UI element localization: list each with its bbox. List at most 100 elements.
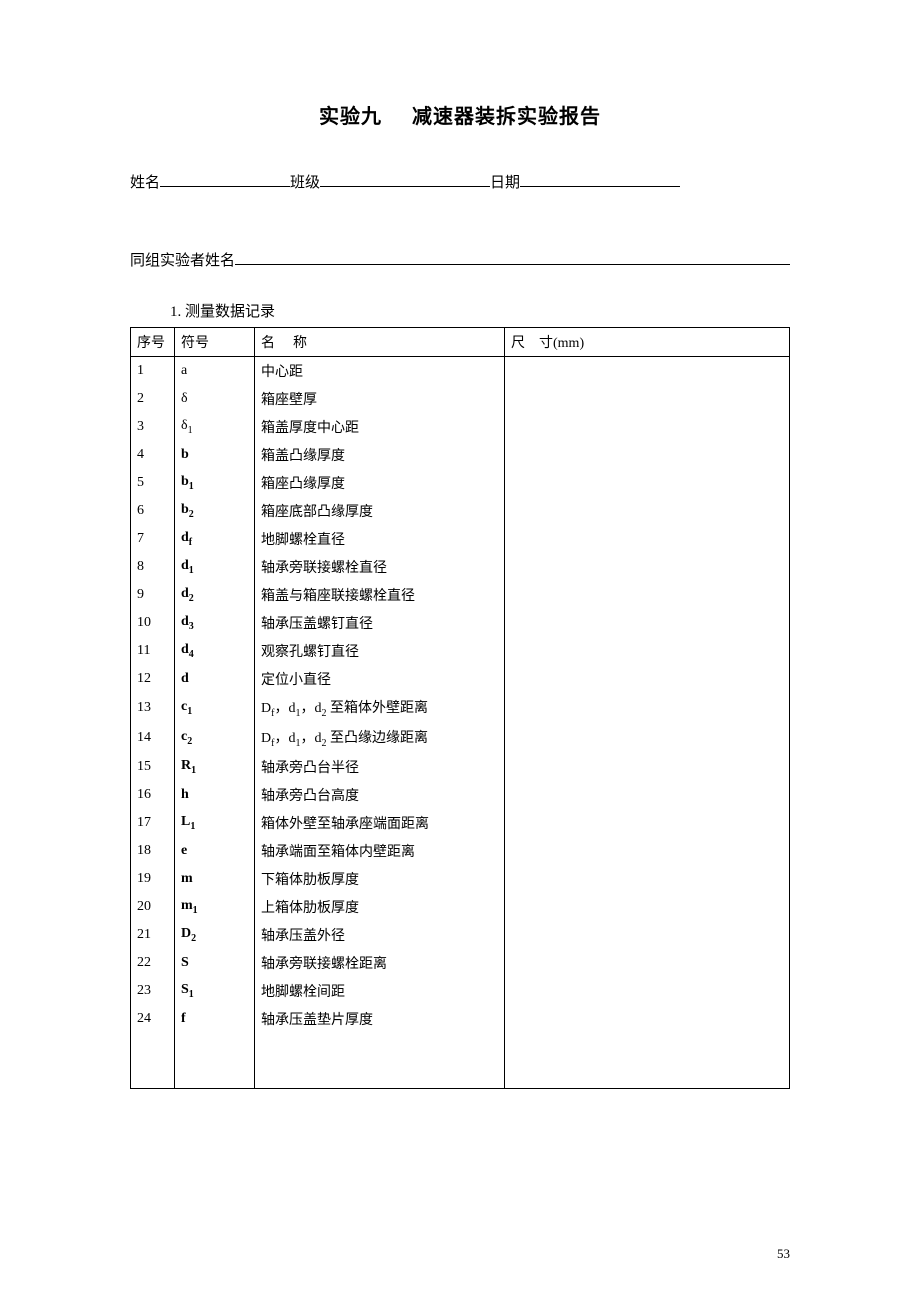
cell-dimension [505,665,790,693]
cell-symbol: b [175,441,255,469]
cell-dimension [505,637,790,665]
cell-name: 箱座底部凸缘厚度 [255,497,505,525]
label-group: 同组实验者姓名 [130,249,235,270]
table-row: 20m1上箱体肋板厚度 [131,893,790,921]
section-heading: 1. 测量数据记录 [170,300,790,321]
cell-dimension [505,865,790,893]
cell-dimension [505,837,790,865]
header-dimension: 尺寸(mm) [505,328,790,357]
cell-seq: 21 [131,921,175,949]
label-date: 日期 [490,171,520,192]
cell-seq: 13 [131,693,175,723]
measurement-table: 序号 符号 名称 尺寸(mm) 1a中心距2δ箱座壁厚3δ1箱盖厚度中心距4b箱… [130,327,790,1089]
table-row: 23S1地脚螺栓间距 [131,977,790,1005]
title-prefix: 实验九 [319,106,382,128]
cell-symbol: δ [175,385,255,413]
cell-symbol: L1 [175,809,255,837]
cell-name: 下箱体肋板厚度 [255,865,505,893]
table-row: 17L1箱体外壁至轴承座端面距离 [131,809,790,837]
cell-name: 中心距 [255,357,505,386]
section-title: 测量数据记录 [185,304,275,320]
cell-dimension [505,723,790,753]
table-row: 19m下箱体肋板厚度 [131,865,790,893]
cell-seq: 11 [131,637,175,665]
cell-name: 箱体外壁至轴承座端面距离 [255,809,505,837]
info-line: 姓名 班级 日期 [130,169,790,192]
cell-symbol: δ1 [175,413,255,441]
cell-seq: 9 [131,581,175,609]
title-main: 减速器装拆实验报告 [412,106,601,128]
cell-seq: 20 [131,893,175,921]
table-row: 22S轴承旁联接螺栓距离 [131,949,790,977]
cell-seq: 3 [131,413,175,441]
cell-seq: 24 [131,1005,175,1033]
cell-dimension [505,581,790,609]
cell-name: 轴承端面至箱体内壁距离 [255,837,505,865]
table-row: 2δ箱座壁厚 [131,385,790,413]
header-name: 名称 [255,328,505,357]
cell-name: 箱盖凸缘厚度 [255,441,505,469]
cell-dimension [505,385,790,413]
cell-seq: 17 [131,809,175,837]
cell-symbol: h [175,781,255,809]
input-name-line [160,169,290,187]
table-row: 7df地脚螺栓直径 [131,525,790,553]
cell-name: 观察孔螺钉直径 [255,637,505,665]
cell-symbol: R1 [175,753,255,781]
cell-symbol: D2 [175,921,255,949]
cell-seq: 1 [131,357,175,386]
cell-name: 箱盖厚度中心距 [255,413,505,441]
cell-seq: 4 [131,441,175,469]
table-row: 10d3轴承压盖螺钉直径 [131,609,790,637]
section-number: 1. [170,304,181,320]
table-row: 12d定位小直径 [131,665,790,693]
cell-dimension [505,977,790,1005]
table-row: 15R1轴承旁凸台半径 [131,753,790,781]
cell-dimension [505,921,790,949]
cell-symbol: df [175,525,255,553]
cell-empty [131,1033,175,1089]
cell-name: 轴承压盖垫片厚度 [255,1005,505,1033]
table-row: 6b2箱座底部凸缘厚度 [131,497,790,525]
table-row: 21D2轴承压盖外径 [131,921,790,949]
table-row-empty [131,1033,790,1089]
cell-dimension [505,441,790,469]
cell-symbol: m1 [175,893,255,921]
cell-name: 地脚螺栓间距 [255,977,505,1005]
cell-seq: 7 [131,525,175,553]
table-row: 3δ1箱盖厚度中心距 [131,413,790,441]
cell-dimension [505,949,790,977]
cell-dimension [505,469,790,497]
cell-symbol: m [175,865,255,893]
cell-name: 箱座凸缘厚度 [255,469,505,497]
label-class: 班级 [290,171,320,192]
cell-name: 箱座壁厚 [255,385,505,413]
table-header-row: 序号 符号 名称 尺寸(mm) [131,328,790,357]
cell-name: Df，d1，d2 至箱体外壁距离 [255,693,505,723]
cell-seq: 8 [131,553,175,581]
cell-symbol: c1 [175,693,255,723]
cell-dimension [505,357,790,386]
cell-dimension [505,497,790,525]
cell-dimension [505,609,790,637]
table-row: 11d4观察孔螺钉直径 [131,637,790,665]
cell-seq: 15 [131,753,175,781]
label-name: 姓名 [130,171,160,192]
cell-seq: 14 [131,723,175,753]
cell-symbol: a [175,357,255,386]
table-row: 18e轴承端面至箱体内壁距离 [131,837,790,865]
table-row: 4b箱盖凸缘厚度 [131,441,790,469]
cell-dimension [505,1005,790,1033]
table-row: 5b1箱座凸缘厚度 [131,469,790,497]
input-date-line [520,169,680,187]
cell-name: 轴承旁凸台高度 [255,781,505,809]
table-row: 8d1轴承旁联接螺栓直径 [131,553,790,581]
cell-name: 轴承压盖螺钉直径 [255,609,505,637]
cell-symbol: b2 [175,497,255,525]
header-symbol: 符号 [175,328,255,357]
cell-seq: 19 [131,865,175,893]
table-row: 1a中心距 [131,357,790,386]
cell-symbol: f [175,1005,255,1033]
table-row: 16h轴承旁凸台高度 [131,781,790,809]
header-seq: 序号 [131,328,175,357]
